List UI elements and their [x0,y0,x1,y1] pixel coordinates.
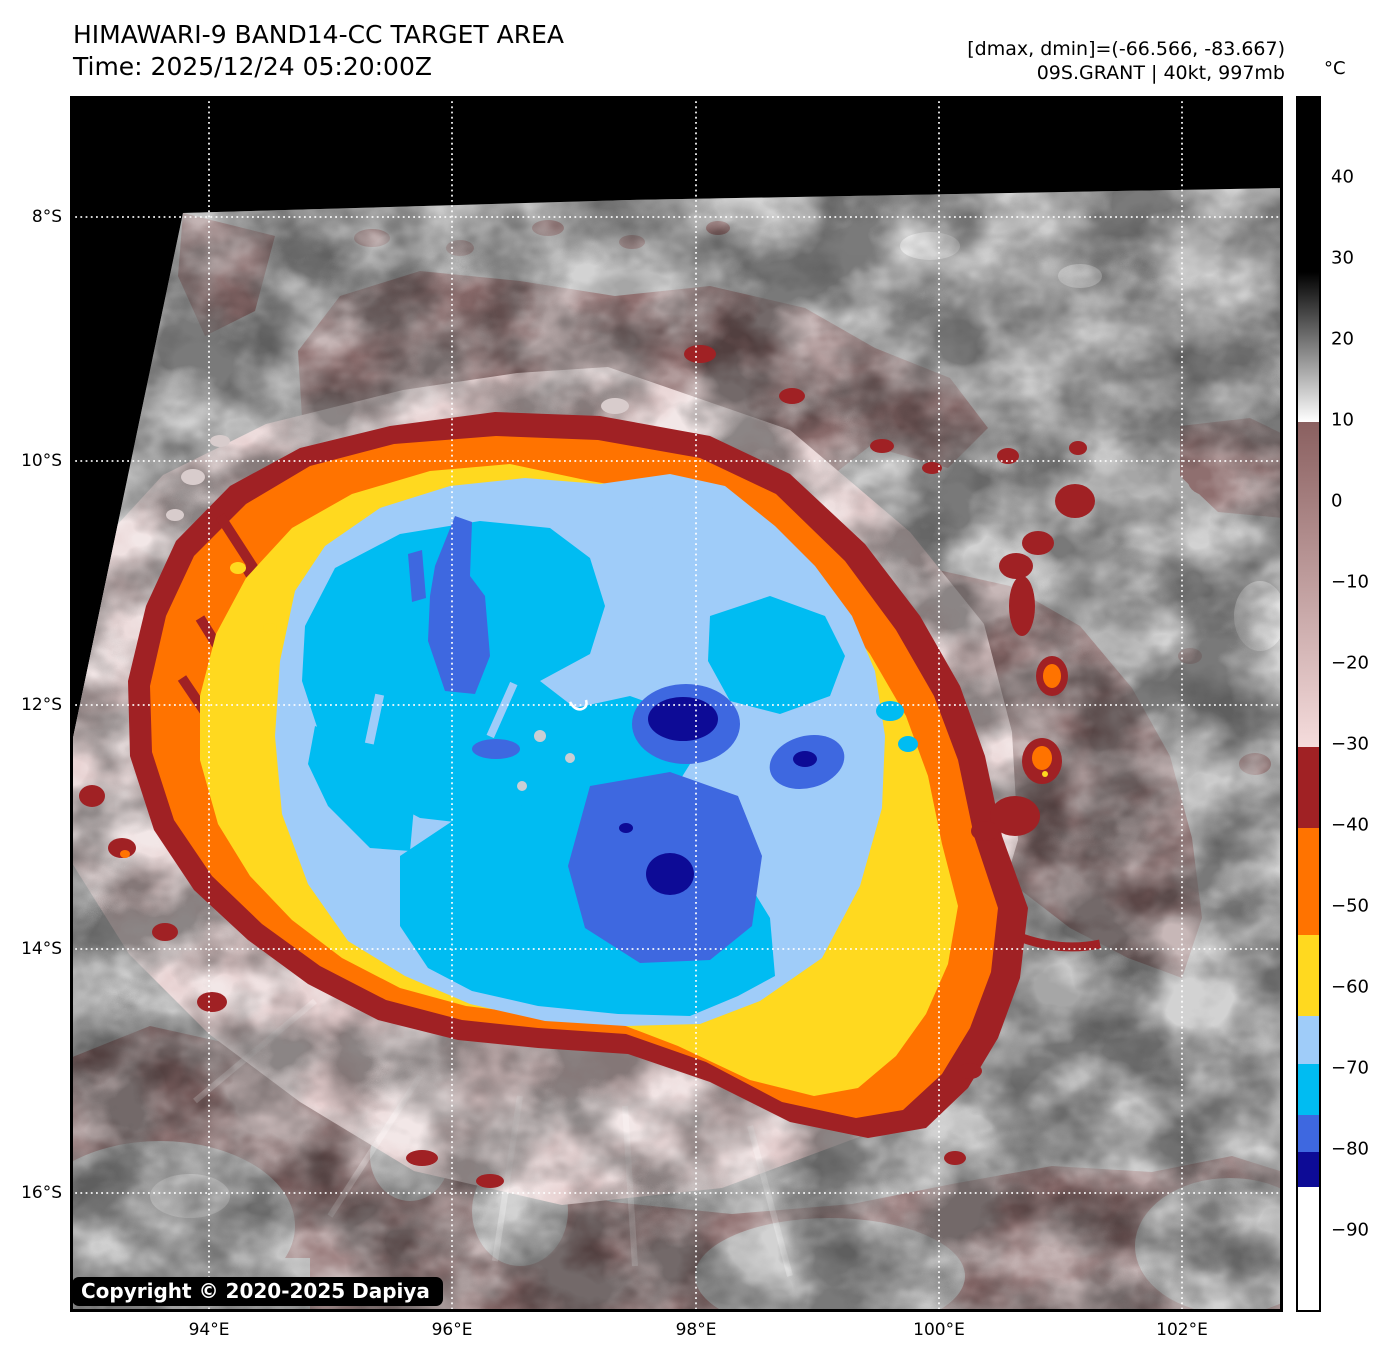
colorbar-tick: −20 [1331,652,1369,674]
lon-tick: 94°E [188,1320,230,1340]
cores-minus80-navy [619,697,817,895]
lat-tick: 10°S [21,451,62,471]
colorbar-tick: −50 [1331,895,1369,917]
warm-cloud-speckles [79,345,1101,1188]
temperature-colorbar [1296,96,1321,1312]
colorbar-tick: −80 [1331,1138,1369,1160]
colorbar-tick: −10 [1331,571,1369,593]
storm-cold-cloud-shield [128,398,1028,1138]
header-info: [dmax, dmin]=(-66.566, -83.667) 09S.GRAN… [600,37,1285,85]
lon-tick: 96°E [431,1320,473,1340]
colorbar-tick: 40 [1331,166,1354,188]
copyright-badge: Copyright © 2020-2025 Dapiya [72,1277,443,1306]
dmax-dmin-readout: [dmax, dmin]=(-66.566, -83.667) [967,38,1285,60]
storm-readout: 09S.GRANT | 40kt, 997mb [1036,62,1285,84]
orange-yellow-flecks [230,562,277,633]
ring-bright-pockets [166,398,629,521]
timestamp: Time: 2025/12/24 05:20:00Z [73,52,432,81]
lat-tick: 14°S [21,939,62,959]
lon-tick: 100°E [913,1320,965,1340]
satellite-ir-image [70,96,1283,1312]
colorbar-tick: −60 [1331,976,1369,998]
colorbar-tick: −30 [1331,733,1369,755]
map-plot-area: Copyright © 2020-2025 Dapiya [70,96,1283,1312]
lat-tick: 8°S [31,207,62,227]
inner-gray-flecks [517,730,575,791]
colorbar-tick: −70 [1331,1057,1369,1079]
colorbar-tick: −40 [1331,814,1369,836]
lat-tick: 12°S [21,695,62,715]
colorbar-tick: 10 [1331,409,1354,431]
colorbar-tick: 0 [1331,490,1343,512]
lat-tick: 16°S [21,1183,62,1203]
colorbar-unit: °C [1324,58,1346,79]
plot-border [70,96,1283,1312]
colorbar-tick: 30 [1331,247,1354,269]
lon-tick: 102°E [1156,1320,1208,1340]
colorbar-tick: 20 [1331,328,1354,350]
page-title: HIMAWARI-9 BAND14-CC TARGET AREA [73,20,565,49]
eye-marker [568,699,588,711]
colorbar-tick: −90 [1331,1219,1369,1241]
lon-tick: 98°E [675,1320,717,1340]
